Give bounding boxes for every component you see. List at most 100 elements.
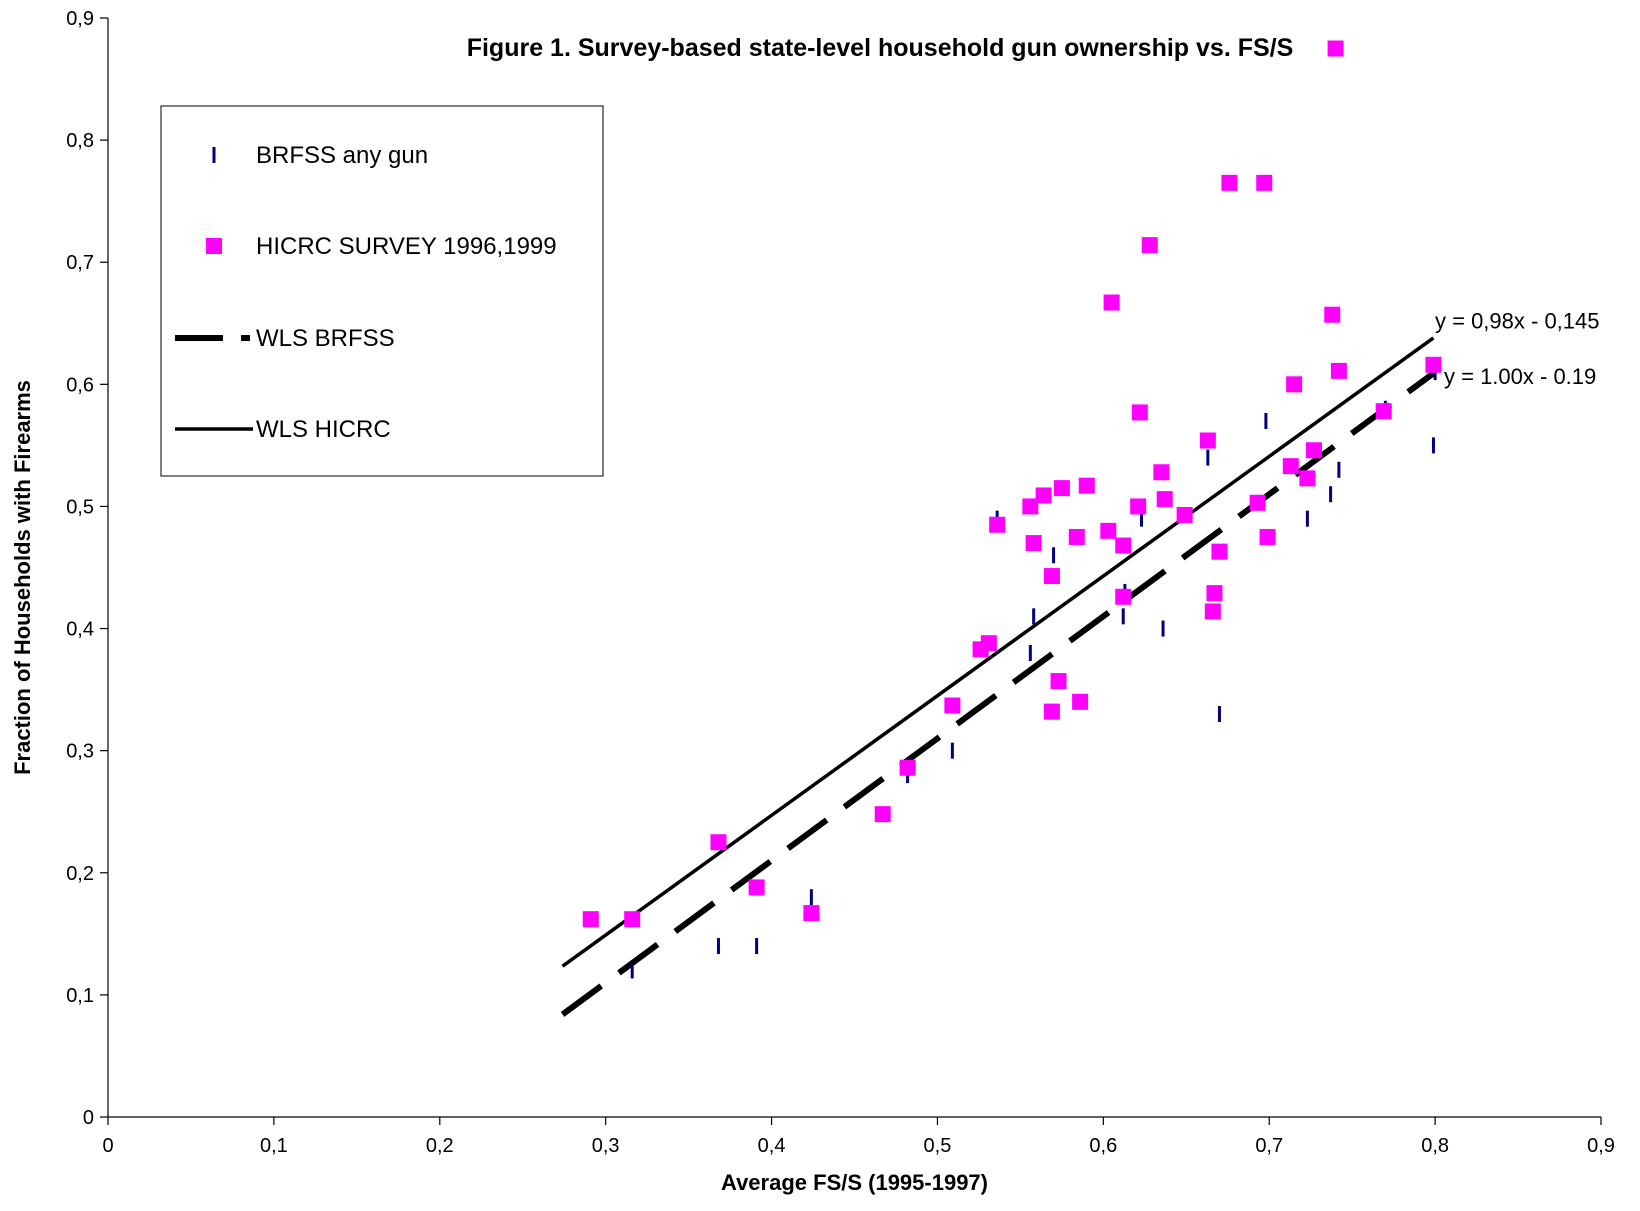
x-tick-label: 0,6 — [1089, 1135, 1117, 1157]
y-tick-label: 0,4 — [66, 619, 94, 641]
y-tick-label: 0,8 — [66, 130, 94, 152]
hicrc-point — [1221, 174, 1238, 191]
hicrc-point — [1103, 294, 1120, 311]
brfss-point — [1161, 620, 1165, 637]
legend-marker-hicrc — [206, 238, 222, 254]
hicrc-point — [1153, 464, 1170, 481]
hicrc-point — [1176, 506, 1193, 523]
hicrc-point — [1306, 442, 1323, 459]
x-tick-label: 0,1 — [260, 1135, 288, 1157]
x-tick-label: 0,9 — [1587, 1135, 1615, 1157]
equation-brfss: y = 1.00x - 0.19 — [1444, 364, 1596, 389]
equation-hicrc: y = 0,98x - 0,145 — [1435, 309, 1600, 334]
brfss-point — [1431, 437, 1435, 454]
brfss-point — [950, 742, 954, 759]
brfss-point — [1121, 608, 1125, 625]
hicrc-point — [582, 911, 599, 928]
hicrc-point — [1327, 40, 1344, 57]
hicrc-point — [1130, 498, 1147, 515]
hicrc-point — [1141, 237, 1158, 254]
legend-label: HICRC SURVEY 1996,1999 — [256, 233, 557, 260]
hicrc-point — [624, 911, 641, 928]
hicrc-point — [748, 879, 765, 896]
hicrc-point — [1156, 491, 1173, 508]
hicrc-point — [1100, 522, 1117, 539]
hicrc-point — [1131, 404, 1148, 421]
hicrc-point — [1043, 703, 1060, 720]
hicrc-point — [803, 905, 820, 922]
fit-lines — [560, 336, 1436, 1017]
hicrc-point — [899, 759, 916, 776]
y-tick-label: 0,5 — [66, 496, 94, 518]
x-tick-label: 0,8 — [1421, 1135, 1449, 1157]
brfss-point — [809, 889, 813, 906]
hicrc-point — [1206, 585, 1223, 602]
legend-label: BRFSS any gun — [256, 142, 428, 169]
hicrc-point — [1025, 535, 1042, 552]
x-tick-label: 0,5 — [924, 1135, 952, 1157]
hicrc-point — [980, 635, 997, 652]
y-axis-title: Fraction of Households with Firearms — [10, 380, 35, 775]
y-tick-label: 0 — [83, 1107, 94, 1129]
data-points — [582, 40, 1442, 979]
hicrc-point — [1050, 673, 1067, 690]
legend: BRFSS any gun HICRC SURVEY 1996,1999 WLS B… — [160, 105, 604, 477]
hicrc-point — [1249, 494, 1266, 511]
brfss-point — [1052, 547, 1056, 564]
hicrc-point — [1204, 603, 1221, 620]
hicrc-point — [1115, 537, 1132, 554]
legend-label: WLS BRFSS — [256, 325, 395, 352]
brfss-point — [1264, 412, 1268, 429]
y-tick-label: 0,1 — [66, 985, 94, 1007]
hicrc-point — [1425, 356, 1442, 373]
hicrc-point — [1043, 568, 1060, 585]
x-tick-label: 0,2 — [426, 1135, 454, 1157]
wls-brfss-line — [560, 370, 1436, 1017]
hicrc-point — [1259, 528, 1276, 545]
chart-title: Figure 1. Survey-based state-level house… — [467, 34, 1294, 62]
hicrc-point — [1115, 588, 1132, 605]
y-tick-label: 0,2 — [66, 863, 94, 885]
y-tick-label: 0,3 — [66, 741, 94, 763]
x-tick-label: 0,4 — [758, 1135, 786, 1157]
brfss-point — [755, 938, 759, 955]
y-tick-label: 0,7 — [66, 252, 94, 274]
legend-label: WLS HICRC — [256, 416, 391, 443]
hicrc-point — [1078, 477, 1095, 494]
hicrc-point — [1330, 362, 1347, 379]
x-axis-title: Average FS/S (1995-1997) — [721, 1170, 988, 1195]
hicrc-point — [1299, 470, 1316, 487]
wls-hicrc-line — [561, 336, 1435, 968]
hicrc-point — [1068, 528, 1085, 545]
brfss-point — [1028, 644, 1032, 661]
text-labels: Average FS/S (1995-1997) Fraction of Hous… — [10, 34, 1600, 1195]
x-tick-label: 0,7 — [1255, 1135, 1283, 1157]
brfss-point — [1139, 510, 1143, 527]
hicrc-point — [1211, 543, 1228, 560]
hicrc-point — [1053, 480, 1070, 497]
x-tick-label: 0 — [102, 1135, 113, 1157]
hicrc-point — [1375, 403, 1392, 420]
hicrc-point — [944, 697, 961, 714]
y-tick-label: 0,9 — [66, 8, 94, 30]
hicrc-point — [874, 806, 891, 823]
brfss-point — [1337, 461, 1341, 478]
hicrc-point — [1199, 432, 1216, 449]
brfss-point — [1329, 486, 1333, 503]
legend-box — [160, 105, 604, 477]
hicrc-point — [989, 516, 1006, 533]
brfss-point — [716, 938, 720, 955]
brfss-point — [1206, 449, 1210, 466]
hicrc-point — [1022, 498, 1039, 515]
brfss-point — [1032, 608, 1036, 625]
axes: 0 0,1 0,2 0,3 0,4 0,5 0,6 0,7 0,8 0,9 0 0,1 0,2 0,3 0,… — [66, 8, 1615, 1157]
hicrc-point — [1282, 458, 1299, 475]
hicrc-point — [710, 834, 727, 851]
legend-marker-brfss — [212, 147, 216, 163]
hicrc-point — [1256, 174, 1273, 191]
hicrc-point — [1286, 376, 1303, 393]
y-tick-label: 0,6 — [66, 374, 94, 396]
hicrc-point — [1035, 487, 1052, 504]
brfss-point — [1305, 510, 1309, 527]
